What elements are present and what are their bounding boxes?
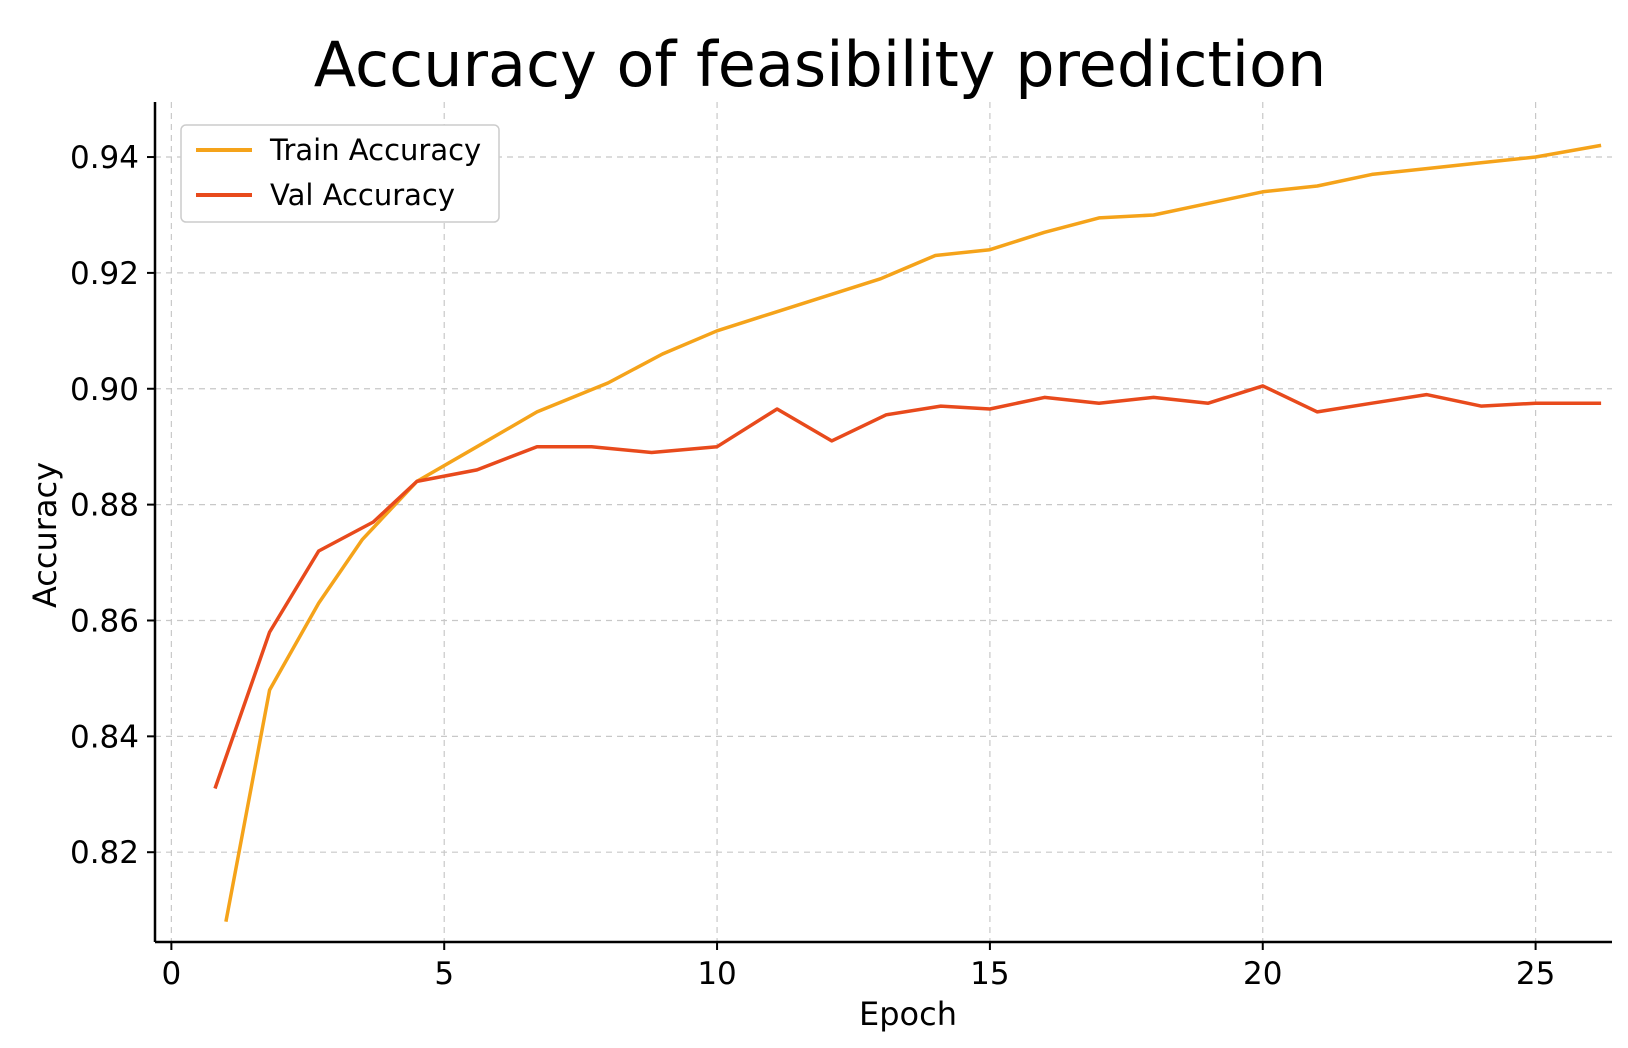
x-tick-label: 25 xyxy=(1516,956,1555,992)
y-tick-label: 0.88 xyxy=(70,488,139,524)
y-tick-label: 0.92 xyxy=(70,256,139,292)
x-tick-label: 0 xyxy=(162,956,182,992)
y-tick-label: 0.94 xyxy=(70,140,139,176)
grid-layer xyxy=(155,102,1612,942)
legend-label-val: Val Accuracy xyxy=(270,178,455,212)
y-tick-label: 0.84 xyxy=(70,719,139,755)
legend-label-train: Train Accuracy xyxy=(269,133,481,167)
x-tick-label: 20 xyxy=(1243,956,1282,992)
x-tick-label: 10 xyxy=(697,956,736,992)
ticks-layer: 0 5 10 15 20 25 0.82 0.84 0.86 0.88 0.90 0.92 0.94 xyxy=(70,140,1555,992)
chart-title: Accuracy of feasibility prediction xyxy=(314,28,1327,101)
x-tick-label: 15 xyxy=(970,956,1009,992)
series-line-train xyxy=(224,143,1602,923)
axes-layer xyxy=(153,102,1612,944)
x-tick-label: 5 xyxy=(434,956,454,992)
legend-box xyxy=(180,124,500,223)
y-tick-label: 0.90 xyxy=(70,372,139,408)
series-layer xyxy=(213,143,1602,923)
y-tick-label: 0.82 xyxy=(70,835,139,871)
series-line-val xyxy=(213,384,1602,790)
x-axis-label: Epoch xyxy=(859,995,957,1033)
y-axis-label: Accuracy xyxy=(26,462,64,608)
legend: Train Accuracy Val Accuracy xyxy=(180,124,500,223)
y-tick-label: 0.86 xyxy=(70,603,139,639)
